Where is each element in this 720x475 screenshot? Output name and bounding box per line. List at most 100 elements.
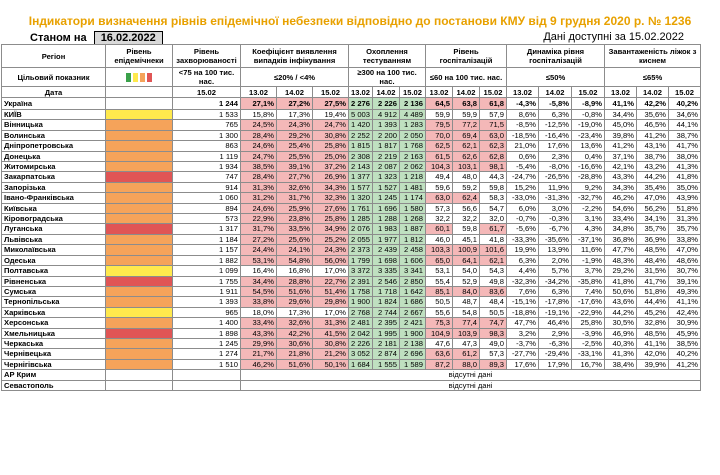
dynamics-cell: -35,6% — [538, 233, 573, 246]
beds-cell: 38,4% — [604, 358, 638, 371]
testing-cell: 1 995 — [372, 327, 401, 339]
dynamics-cell: -1,9% — [571, 254, 606, 267]
hosp-cell: 61,8 — [479, 97, 508, 110]
hosp-cell: 62,8 — [479, 150, 508, 163]
hosp-cell: 104,9 — [425, 327, 454, 339]
beds-cell: 44,4% — [636, 296, 670, 308]
testing-cell: 2 062 — [399, 161, 427, 173]
hosp-cell: 85,1 — [425, 285, 454, 298]
beds-cell: 40,2% — [668, 348, 702, 360]
beds-cell: 31,3% — [668, 213, 702, 225]
target-detection: ≤20% / <4% — [240, 67, 349, 87]
dynamics-cell: 9,2% — [571, 181, 606, 194]
incidence-cell: 914 — [172, 181, 241, 194]
dynamics-cell: -0,3% — [538, 213, 573, 225]
level-cell — [105, 296, 173, 308]
table-row: Севастополь відсутні дані — [1, 379, 702, 391]
dynamics-cell: -0,8% — [571, 108, 606, 121]
incidence-cell: 1 400 — [172, 317, 241, 329]
detection-cell: 32,3% — [312, 192, 349, 204]
beds-cell: 48,6% — [668, 254, 702, 267]
detection-cell: 19,4% — [312, 108, 349, 121]
testing-cell: 2 696 — [399, 348, 427, 360]
beds-cell: 40,2% — [668, 97, 702, 110]
target-beds: ≤65% — [604, 67, 702, 87]
hosp-cell: 60,1 — [425, 223, 454, 235]
detection-cell: 54,5% — [240, 285, 277, 298]
incidence-cell: 1 245 — [172, 337, 241, 350]
dynamics-cell: 6,3% — [538, 285, 573, 298]
hosp-cell: 59,2 — [452, 181, 481, 194]
dynamics-cell: -23,4% — [571, 129, 606, 142]
table-row: Вінницька 765 24,5% 24,3% 24,7% 1 420 1 393 1 2… — [1, 119, 702, 131]
testing-cell: 2 874 — [372, 348, 401, 360]
no-data-cell: відсутні дані — [239, 379, 702, 391]
date-cell: 15.02 — [668, 86, 702, 98]
beds-cell: 42,2% — [636, 97, 670, 110]
level-cell — [105, 192, 173, 204]
beds-cell: 35,6% — [636, 108, 670, 121]
testing-cell: 2 276 — [347, 97, 374, 110]
hosp-cell: 71,5 — [479, 119, 508, 131]
table-row-total: Україна 1 244 27,1% 27,2% 27,5% 2 276 2 226 2 1… — [1, 97, 702, 110]
detection-cell: 29,8% — [312, 296, 349, 308]
beds-cell: 44,2% — [636, 171, 670, 183]
level-cell — [105, 317, 173, 329]
hosp-cell: 98,1 — [479, 161, 508, 173]
detection-cell: 27,6% — [312, 202, 349, 215]
hosp-cell: 45,1 — [452, 233, 481, 246]
detection-cell: 51,6% — [276, 285, 313, 298]
target-hosp: ≤60 на 100 тис. нас. — [425, 67, 508, 87]
testing-cell: 1 577 — [347, 181, 374, 194]
hosp-cell: 46,0 — [425, 233, 454, 246]
beds-cell: 42,4% — [668, 306, 702, 319]
beds-cell: 30,5% — [604, 317, 638, 329]
dynamics-cell: -8,5% — [506, 119, 540, 131]
hosp-cell: 75,3 — [425, 317, 454, 329]
dynamics-cell: 13,9% — [538, 244, 573, 256]
dynamics-cell: -18,8% — [506, 306, 540, 319]
testing-cell: 2 850 — [399, 275, 427, 287]
dynamics-cell: -37,1% — [571, 233, 606, 246]
incidence-cell: 573 — [172, 213, 241, 225]
hosp-cell: 70,0 — [425, 129, 454, 142]
beds-cell: 41,8% — [668, 171, 702, 183]
hosp-cell: 32,0 — [479, 213, 508, 225]
testing-cell: 4 489 — [399, 108, 427, 121]
detection-cell: 43,3% — [240, 327, 277, 339]
dynamics-cell: 15,2% — [506, 181, 540, 194]
detection-cell: 27,7% — [276, 171, 313, 183]
incidence-cell: 1 882 — [172, 254, 241, 267]
hosp-cell: 83,6 — [479, 285, 508, 298]
beds-cell: 35,7% — [668, 223, 702, 235]
beds-cell: 46,5% — [636, 119, 670, 131]
beds-cell: 43,1% — [636, 140, 670, 152]
detection-cell: 38,5% — [240, 161, 277, 173]
dynamics-cell: -32,7% — [571, 192, 606, 204]
detection-cell: 28,4% — [240, 129, 277, 142]
dynamics-cell: 7,4% — [571, 285, 606, 298]
incidence-cell — [172, 369, 241, 381]
dynamics-cell: -29,4% — [538, 348, 573, 360]
beds-cell: 34,4% — [604, 108, 638, 121]
hosp-cell: 62,3 — [479, 140, 508, 152]
region-name: Хмельницька — [1, 327, 106, 339]
date-row: Дата 15.02 13.02 14.02 15.02 13.02 14.02 15.… — [1, 86, 702, 98]
hosp-cell: 50,5 — [479, 306, 508, 319]
dynamics-cell: -19,0% — [571, 119, 606, 131]
dynamics-cell: -12,5% — [538, 119, 573, 131]
level-legend — [105, 67, 173, 87]
hosp-cell: 56,6 — [452, 202, 481, 215]
level-cell — [105, 150, 173, 163]
incidence-cell: 1 393 — [172, 296, 241, 308]
beds-cell: 37,1% — [604, 150, 638, 163]
region-name: Івано-Франківська — [1, 192, 106, 204]
detection-cell: 46,2% — [240, 358, 277, 371]
header-level: Рівень епідемічнеки — [105, 44, 173, 68]
region-name: Дніпропетровська — [1, 140, 106, 152]
beds-cell: 38,0% — [668, 150, 702, 163]
detection-cell: 33,4% — [240, 317, 277, 329]
hosp-cell: 57,9 — [479, 108, 508, 121]
table-row: Сумська 1 911 54,5% 51,6% 51,4% 1 758 1 718 1 6… — [1, 285, 702, 298]
testing-cell: 1 718 — [372, 285, 401, 298]
